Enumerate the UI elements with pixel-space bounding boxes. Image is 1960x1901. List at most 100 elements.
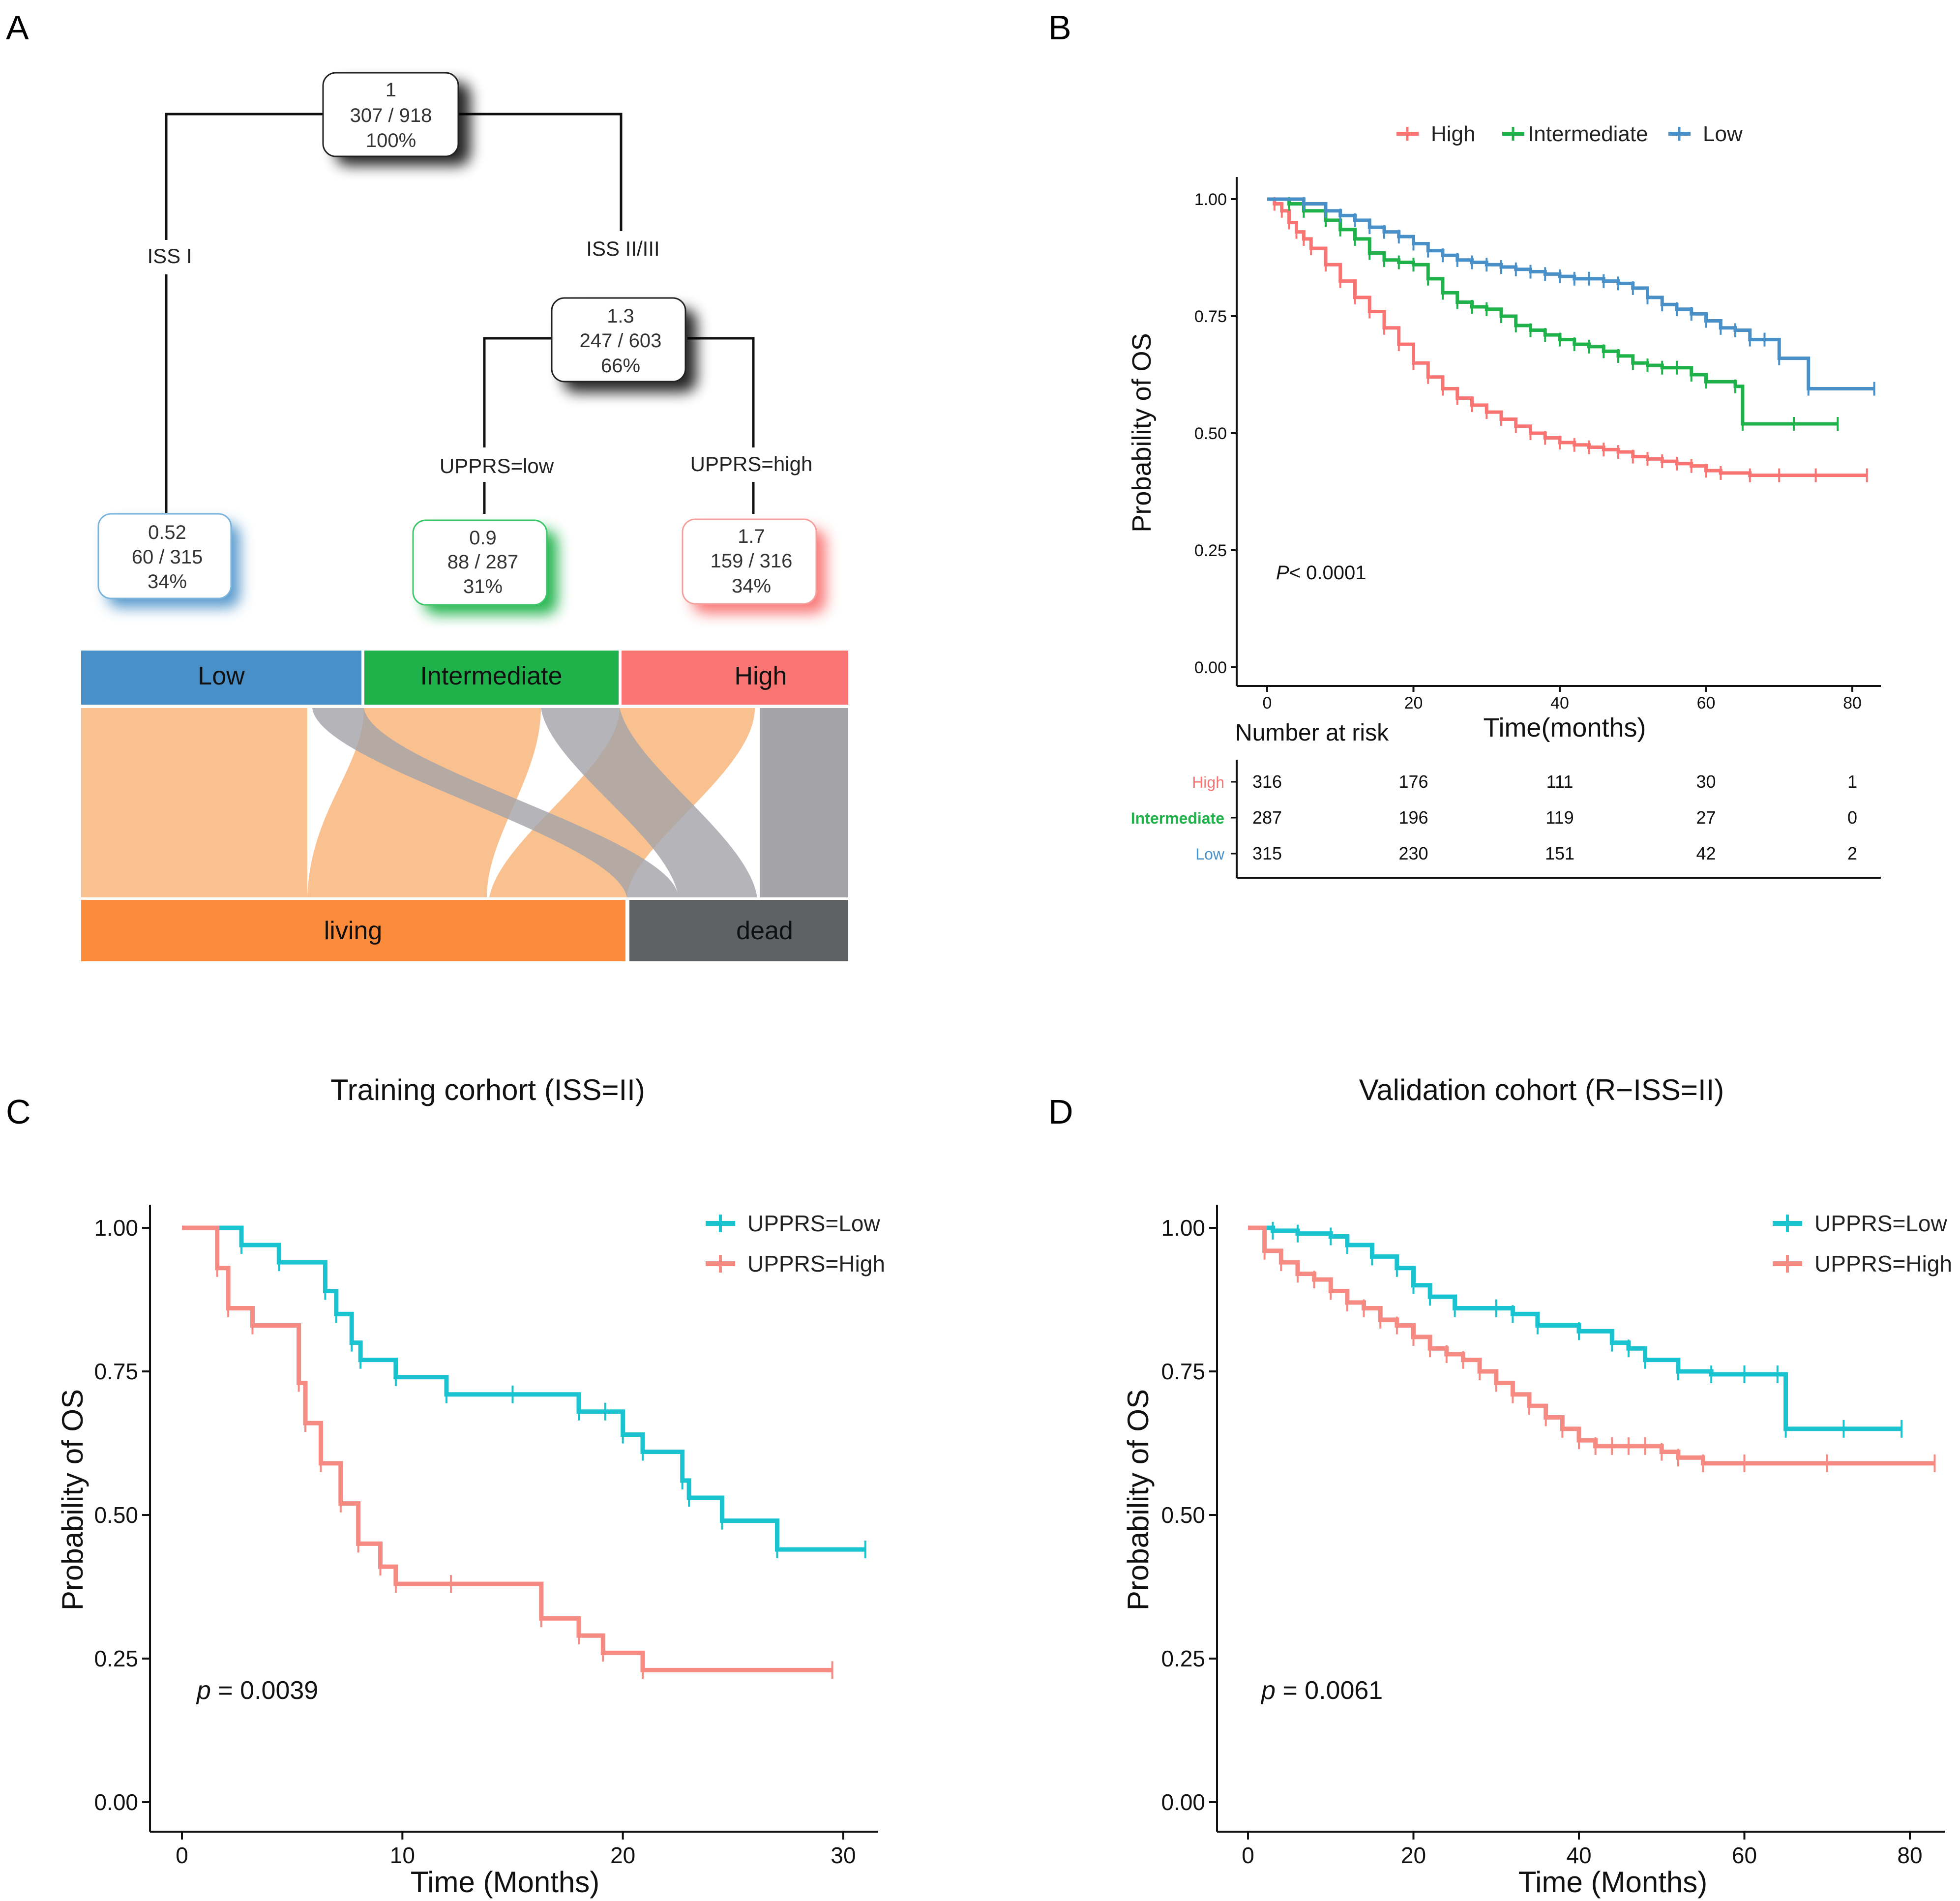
risk-cell: 287 <box>1252 807 1282 828</box>
x-axis-title-d: Time (Months) <box>1518 1866 1708 1899</box>
y-tick-label: 1.00 <box>94 1215 138 1241</box>
flow-low-living <box>81 708 307 897</box>
risk-cell: 196 <box>1398 807 1428 828</box>
x-tick-label: 80 <box>1843 694 1862 713</box>
leaf-high-percent: 34% <box>732 575 771 597</box>
x-tick-label: 0 <box>1263 694 1272 713</box>
leaf-high-count: 159 / 316 <box>711 550 793 572</box>
legend-c: UPPRS=Low UPPRS=High <box>706 1211 885 1277</box>
risk-row-label: Intermediate <box>1131 809 1224 827</box>
risk-cell: 176 <box>1398 772 1428 792</box>
risk-cell: 30 <box>1696 772 1716 792</box>
series-d <box>1248 1221 1936 1472</box>
leaf-int-percent: 31% <box>463 576 503 597</box>
band-high <box>622 651 848 705</box>
band-label-dead: dead <box>736 917 793 945</box>
x-ticks-c: 0 10 20 30 <box>176 1832 856 1868</box>
series-b <box>1267 197 1875 482</box>
band-label-intermediate: Intermediate <box>420 662 562 690</box>
node-mid-percent: 66% <box>601 355 640 377</box>
risk-table-b: Number at risk High 316 176 111 30 1 Intermedi… <box>1131 720 1881 879</box>
x-axis-title-c: Time (Months) <box>411 1866 600 1899</box>
legend-b-low: Low <box>1703 122 1743 146</box>
y-tick-label: 0.00 <box>1161 1789 1205 1815</box>
leaf-int-value: 0.9 <box>469 527 497 549</box>
panel-letter-d: D <box>1048 1093 1073 1131</box>
y-tick-label: 0.75 <box>1161 1359 1205 1384</box>
panel-letter-c: C <box>6 1093 31 1131</box>
series-c <box>182 1225 866 1679</box>
legend-c-low: UPPRS=Low <box>747 1211 881 1236</box>
risk-cell: 1 <box>1847 772 1857 792</box>
chart-title-c: Training corhort (ISS=II) <box>330 1073 645 1106</box>
legend-b: High Intermediate Low <box>1396 122 1743 146</box>
x-tick-label: 20 <box>1404 694 1423 713</box>
plot-d: 0.00 0.25 0.50 0.75 1.00 0 20 40 60 80 Probabili… <box>1122 1205 1945 1899</box>
panel-letter-a: A <box>6 8 29 47</box>
node-root-value: 1 <box>386 79 396 101</box>
y-axis-title-c: Probability of OS <box>56 1389 89 1610</box>
series-line-intermediate <box>1267 197 1838 426</box>
band-intermediate <box>364 651 619 705</box>
y-tick-label: 0.50 <box>94 1502 138 1528</box>
y-ticks-d: 0.00 0.25 0.50 0.75 1.00 <box>1161 1215 1217 1815</box>
x-ticks-d: 0 20 40 60 80 <box>1242 1832 1923 1868</box>
panel-a: A ISS I ISS II/III UPPRS=low UPPRS=high … <box>6 8 848 961</box>
y-tick-label: 0.50 <box>1161 1502 1205 1528</box>
y-tick-label: 0.25 <box>1161 1646 1205 1671</box>
leaf-high-value: 1.7 <box>738 526 765 547</box>
y-tick-label: 1.00 <box>1194 190 1227 209</box>
risk-cell: 151 <box>1545 843 1574 863</box>
series-line-upprs-high <box>182 1225 832 1672</box>
legend-d-low: UPPRS=Low <box>1814 1211 1948 1236</box>
tree-node-root: 1 307 / 918 100% <box>322 72 471 166</box>
band-living <box>81 900 625 961</box>
risk-cell: 230 <box>1398 843 1428 863</box>
risk-cell: 42 <box>1696 843 1716 863</box>
split-label-iss1: ISS I <box>147 244 192 267</box>
risk-table-rows: High 316 176 111 30 1 Intermediate 287 196 119 27 0… <box>1131 772 1857 863</box>
x-tick-label: 0 <box>1242 1842 1254 1868</box>
x-tick-label: 30 <box>831 1842 856 1868</box>
series-line-upprs-low <box>1248 1225 1902 1431</box>
y-tick-label: 0.00 <box>1194 658 1227 677</box>
y-axis-title-b: Probability of OS <box>1127 333 1157 532</box>
band-label-high: High <box>735 662 787 690</box>
x-axis-title-b: Time(months) <box>1483 713 1646 743</box>
pvalue-b: P< 0.0001 <box>1276 562 1366 584</box>
panel-b: B High Intermediate Low 0.00 0.25 0.50 0.75… <box>1048 8 1881 879</box>
band-low <box>81 651 361 705</box>
split-label-upprs-low: UPPRS=low <box>440 454 554 477</box>
split-label-upprs-high: UPPRS=high <box>690 452 813 475</box>
node-mid-value: 1.3 <box>607 305 634 327</box>
node-root-count: 307 / 918 <box>350 105 432 126</box>
leaf-low-value: 0.52 <box>148 522 186 543</box>
risk-cell: 2 <box>1847 843 1857 863</box>
panel-d: D Validation cohort (R−ISS=II) UPPRS=Low… <box>1048 1073 1952 1899</box>
x-tick-label: 40 <box>1550 694 1569 713</box>
series-line-low <box>1267 197 1874 391</box>
y-tick-label: 0.75 <box>94 1359 138 1384</box>
flow-int-dead <box>541 708 757 897</box>
node-root-percent: 100% <box>366 130 416 151</box>
flow-high-dead <box>760 708 848 897</box>
flow-low-dead <box>312 708 679 897</box>
y-tick-label: 0.25 <box>1194 541 1227 560</box>
band-label-low: Low <box>198 662 245 690</box>
risk-cell: 0 <box>1847 807 1857 828</box>
y-tick-label: 1.00 <box>1161 1215 1205 1241</box>
risk-cell: 111 <box>1546 772 1574 792</box>
panel-letter-b: B <box>1048 8 1071 47</box>
y-tick-label: 0.00 <box>94 1789 138 1815</box>
x-tick-label: 20 <box>610 1842 635 1868</box>
risk-cell: 315 <box>1252 843 1282 863</box>
tree-node-iss23: 1.3 247 / 603 66% <box>551 297 697 392</box>
leaf-low-count: 60 / 315 <box>132 546 203 568</box>
risk-cell: 27 <box>1696 807 1716 828</box>
leaf-int-count: 88 / 287 <box>447 551 519 573</box>
pvalue-c: p = 0.0039 <box>196 1676 318 1705</box>
risk-cell: 316 <box>1252 772 1282 792</box>
legend-b-intermediate: Intermediate <box>1528 122 1648 146</box>
x-tick-label: 80 <box>1897 1842 1922 1868</box>
